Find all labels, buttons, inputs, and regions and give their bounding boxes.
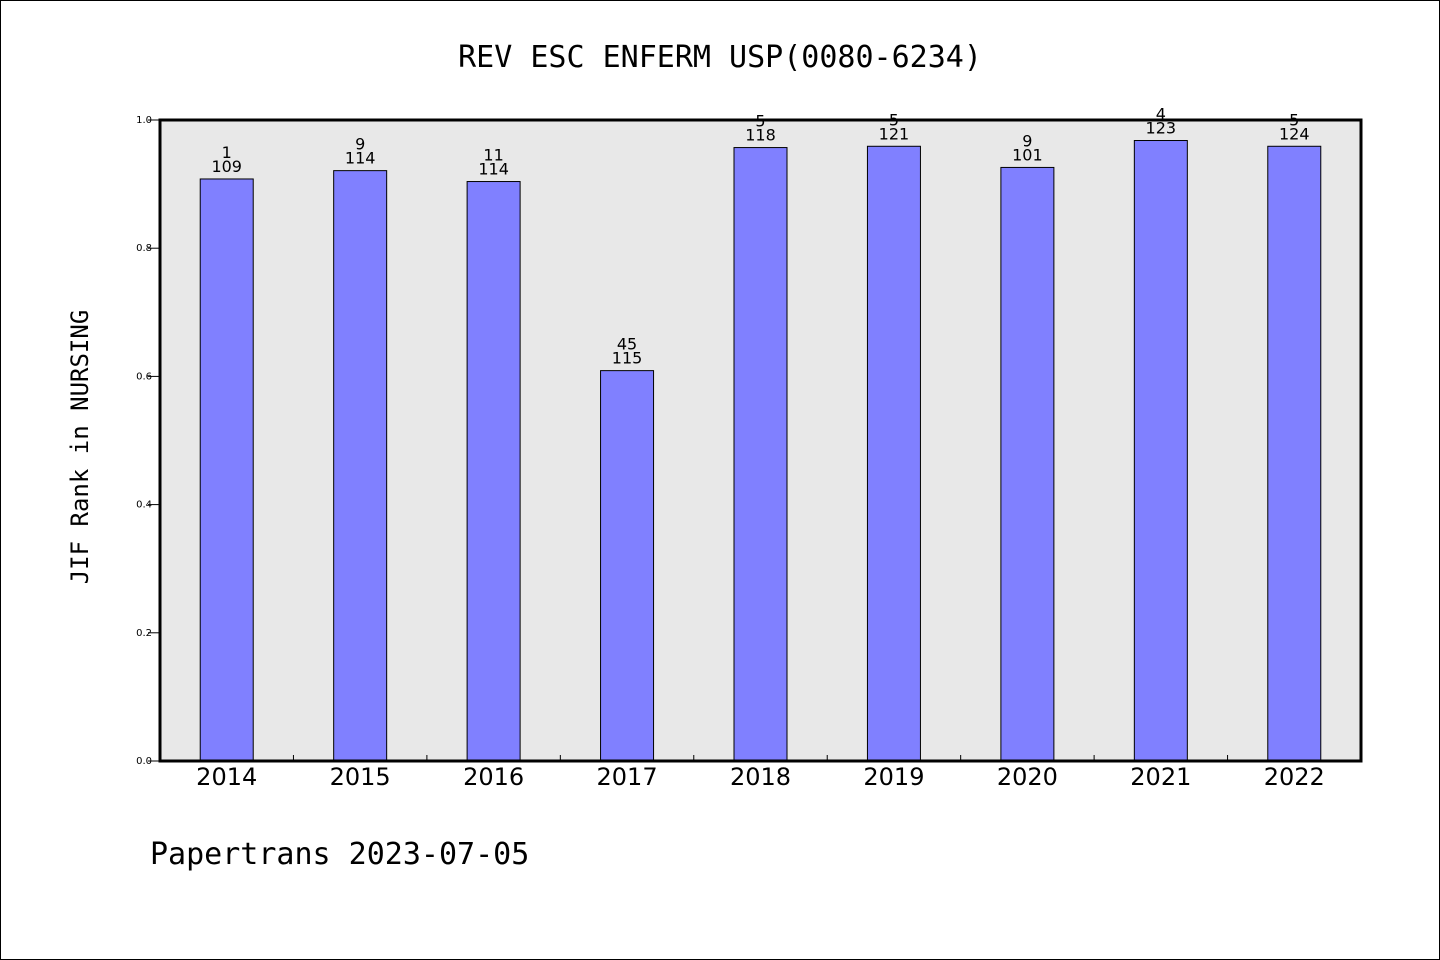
bar-2022 bbox=[1267, 145, 1322, 762]
bar-2016 bbox=[466, 181, 521, 762]
bar-total-label: 114 bbox=[345, 149, 376, 168]
bar-total-label: 114 bbox=[478, 160, 509, 179]
bars-layer bbox=[199, 140, 1322, 762]
bar-rank-label: 9 bbox=[1022, 131, 1032, 150]
x-tick-label: 2015 bbox=[330, 763, 391, 791]
y-tick-label: 0.4 bbox=[136, 500, 152, 511]
bar-total-label: 118 bbox=[745, 126, 776, 145]
x-tick-label: 2017 bbox=[597, 763, 658, 791]
x-tick-label: 2014 bbox=[196, 763, 257, 791]
y-tick-label: 0.2 bbox=[136, 628, 152, 639]
y-tick-label: 0.6 bbox=[136, 371, 152, 382]
bar-total-label: 124 bbox=[1279, 124, 1310, 143]
x-axis-ticks: 2014 2015 2016 2017 2018 2019 2020 2021 2022 bbox=[196, 755, 1325, 791]
plot-border bbox=[158, 118, 1363, 763]
bar-rank-label: 45 bbox=[617, 335, 637, 354]
bar-2015 bbox=[333, 170, 388, 762]
bar-total-label: 109 bbox=[211, 157, 242, 176]
bar-2020 bbox=[1000, 166, 1055, 762]
bar-total-label: 123 bbox=[1146, 119, 1177, 138]
y-axis-ticks: 0.0 0.2 0.4 0.6 0.8 1.0 bbox=[136, 115, 160, 767]
y-tick-label: 1.0 bbox=[136, 115, 152, 126]
x-tick-label: 2022 bbox=[1264, 763, 1325, 791]
bar-2019 bbox=[866, 145, 921, 762]
bar-2017 bbox=[600, 370, 655, 762]
y-axis-label: JIF Rank in NURSING bbox=[66, 310, 94, 585]
chart-title: REV ESC ENFERM USP(0080-6234) bbox=[458, 40, 982, 75]
bar-rank-label: 9 bbox=[355, 135, 365, 154]
y-tick-label: 0.8 bbox=[136, 243, 152, 254]
y-tick-label: 0.0 bbox=[136, 756, 152, 767]
bar-rank-label: 11 bbox=[483, 146, 503, 165]
bar-2014 bbox=[199, 178, 254, 762]
x-tick-label: 2020 bbox=[997, 763, 1058, 791]
x-tick-label: 2016 bbox=[463, 763, 524, 791]
bar-rank-label: 4 bbox=[1156, 105, 1166, 124]
bar-2021 bbox=[1133, 140, 1188, 762]
footer-credit: Papertrans 2023-07-05 bbox=[150, 837, 529, 872]
x-tick-label: 2018 bbox=[730, 763, 791, 791]
x-tick-label: 2019 bbox=[863, 763, 924, 791]
bar-2018 bbox=[733, 147, 788, 762]
bar-total-label: 121 bbox=[879, 124, 910, 143]
bar-total-label: 101 bbox=[1012, 145, 1043, 164]
bar-rank-label: 1 bbox=[222, 143, 232, 162]
x-tick-label: 2021 bbox=[1130, 763, 1191, 791]
bar-total-label: 115 bbox=[612, 349, 643, 368]
